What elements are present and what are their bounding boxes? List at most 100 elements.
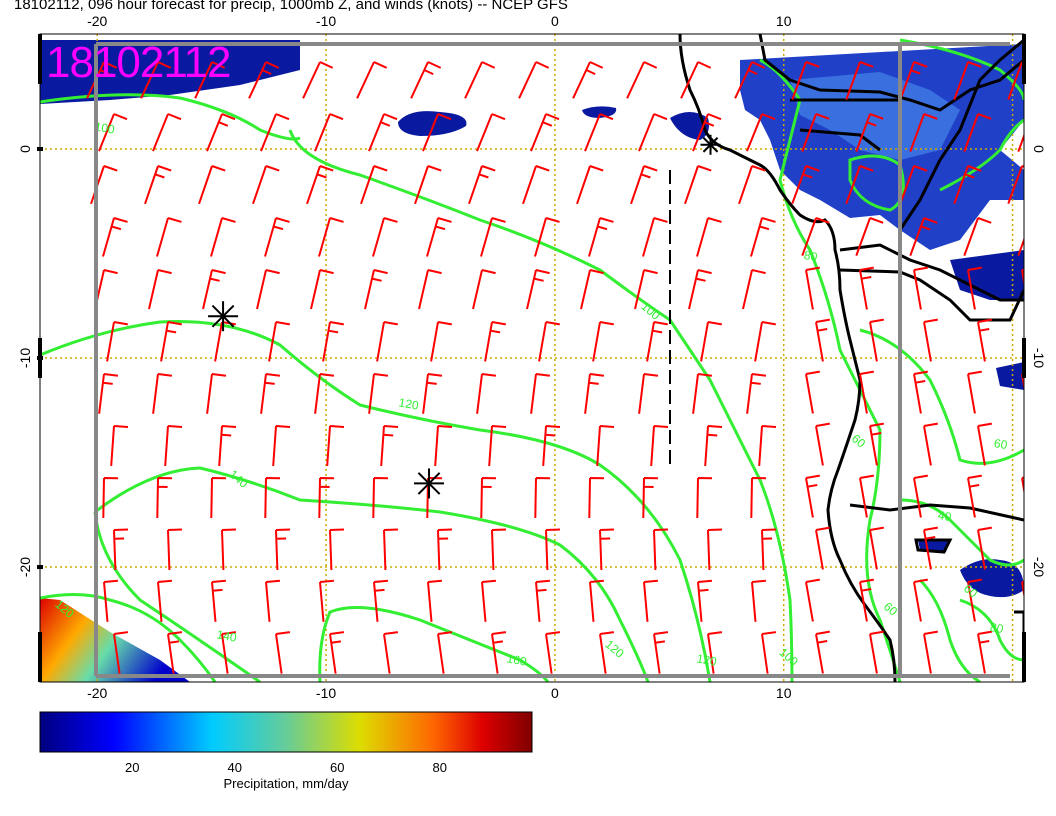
wind-barb [318,477,335,519]
wind-barb [855,217,884,256]
wind-barb [198,165,226,205]
wind-barb [791,165,820,204]
wind-barb [815,422,830,466]
wind-barb [855,113,884,152]
wind-barb [923,630,938,674]
wind-barb [859,578,874,622]
high-marker [414,468,445,499]
wind-barb [859,474,874,518]
wind-barb [580,269,604,310]
wind-barb [899,61,928,100]
wind-barb [98,113,128,152]
wind-barb [589,579,604,622]
precip-patch [582,106,617,118]
wind-barb [1022,684,1036,726]
wind-barb [434,425,453,466]
pressure-markers [208,134,721,499]
wind-barb [923,422,938,466]
island-outline [1014,610,1024,682]
lat-tick-label-left: -20 [17,557,33,577]
wind-barb [206,373,227,414]
wind-barb [643,579,658,622]
contour-label: 140 [216,627,238,644]
wind-barb [1021,372,1024,392]
wind-barb [491,528,507,571]
wind-barb [481,579,496,622]
wind-barb [967,474,982,518]
contour-60 [859,328,1024,465]
wind-barb [306,165,334,205]
wind-barb [480,477,497,519]
wind-barb [638,113,668,152]
wind-barb [584,373,605,414]
wind-barb [221,631,237,674]
wind-barb [1032,424,1046,466]
wind-barb [913,266,928,310]
wind-barb [102,477,119,519]
wind-barb [368,113,398,152]
wind-barb [923,526,938,570]
wind-barb [1017,237,1024,256]
wind-barb [680,61,712,99]
wind-barb [634,269,658,310]
wind-barb [530,113,560,152]
country-border [758,34,1024,112]
wind-barb [845,165,874,204]
lat-tick-label-left: -10 [17,348,33,368]
lon-tick-label-top: -10 [316,13,336,29]
wind-barb [314,113,344,152]
wind-barb [468,165,496,205]
wind-barb [265,579,280,622]
wind-barb [750,477,767,519]
wind-barb [692,113,722,152]
wind-barb [383,631,399,674]
precip-patch [960,559,1024,598]
wind-barb [372,217,398,257]
contour-label: 80 [989,620,1005,636]
wind-barb [314,373,335,414]
wind-barb [430,321,452,362]
precip-colorbar: 20 40 60 80 [39,711,533,775]
wind-barb [275,528,291,571]
wind-barb [252,165,280,205]
wind-barb [484,321,506,362]
wind-barb [380,425,399,466]
wind-barb [110,425,129,466]
wind-barb [542,425,561,466]
wind-barb [1021,268,1024,288]
contour-label: 100 [94,119,116,136]
wind-barb [522,165,550,205]
wind-barb [476,373,497,414]
wind-barb [697,579,712,622]
wind-barb [536,683,550,725]
wind-barb [275,631,291,674]
wind-barb [592,321,614,362]
wind-barb [572,61,604,99]
wind-barb [815,526,830,570]
wind-barb [476,113,506,152]
wind-barb [963,113,992,152]
lon-tick-label-top: 0 [551,13,559,29]
wind-barb [144,165,172,205]
wind-barb [913,474,928,518]
contour-120-sw [40,592,217,682]
wind-barb [103,579,118,622]
wind-barb [221,528,237,571]
wind-barb [746,373,767,414]
colorbar-tick-label: 60 [330,760,344,775]
wind-barb [534,477,551,519]
wind-barb [742,269,766,310]
coast-marker [700,134,721,155]
country-border [799,128,881,152]
wind-barb [310,269,334,310]
wind-barb [530,373,551,414]
wind-barb [113,631,129,674]
wind-barb [805,474,820,518]
wind-barb [977,526,992,570]
lat-tick-label-left: 0 [17,145,33,153]
wind-barb [653,631,669,674]
wind-barb [750,217,776,257]
wind-barb [646,321,668,362]
